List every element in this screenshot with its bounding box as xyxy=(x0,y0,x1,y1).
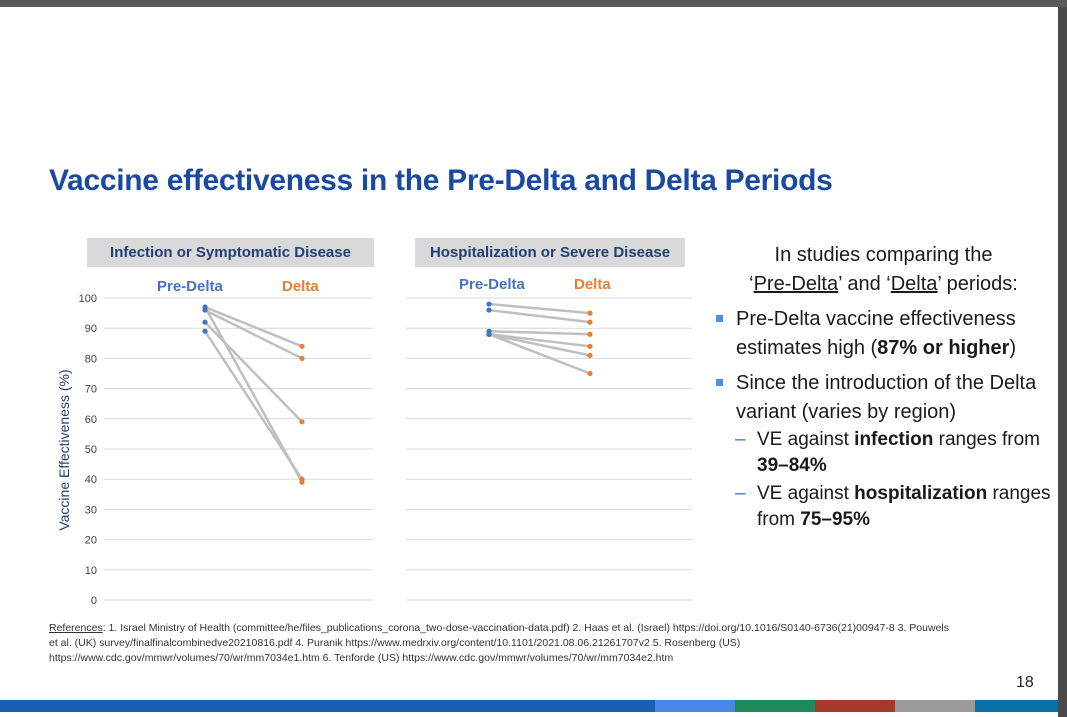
scrollbar[interactable] xyxy=(1058,7,1067,717)
pre-delta-point xyxy=(486,331,492,337)
delta-point xyxy=(587,352,593,358)
delta-point xyxy=(299,343,305,349)
y-tick-label: 50 xyxy=(85,444,97,456)
delta-point xyxy=(299,419,305,425)
delta-point xyxy=(299,355,305,361)
bullet-1-end: ) xyxy=(1009,337,1017,359)
y-tick-label: 10 xyxy=(85,565,97,577)
series-line xyxy=(488,333,591,357)
y-tick-label: 0 xyxy=(91,595,97,607)
sub-bullet-hospitalization: – VE against hospitalization ranges from… xyxy=(716,481,1051,533)
y-tick-label: 60 xyxy=(85,414,97,426)
sub-bullet-infection: – VE against infection ranges from 39–84… xyxy=(716,427,1051,479)
panel1-pre-delta-label: Pre-Delta xyxy=(157,278,223,295)
intro-delta: Delta xyxy=(890,273,938,295)
page-number: 18 xyxy=(1016,674,1034,691)
series-line xyxy=(488,332,591,348)
sub-2-range: 75–95% xyxy=(800,509,871,530)
bullet-square-icon xyxy=(716,315,723,322)
series-line xyxy=(488,308,591,324)
references-label: References xyxy=(49,622,103,634)
series-line xyxy=(488,302,591,315)
bullet-1-bold: 87% or higher xyxy=(877,337,1010,359)
sub-1-text-2: ranges from xyxy=(933,429,1040,450)
footer-segment xyxy=(735,700,815,712)
y-tick-label: 40 xyxy=(85,474,97,486)
slide-title: Vaccine effectiveness in the Pre-Delta a… xyxy=(49,164,833,197)
intro-mid: ’ and ‘ xyxy=(838,273,891,295)
series-line xyxy=(203,306,304,483)
footer-segment xyxy=(655,700,735,712)
pre-delta-point xyxy=(486,301,492,307)
references: References: 1. Israel Ministry of Health… xyxy=(49,621,949,666)
pre-delta-point xyxy=(202,328,208,334)
intro-end: ’ periods: xyxy=(937,273,1018,295)
delta-point xyxy=(587,319,593,325)
y-tick-label: 90 xyxy=(85,323,97,335)
footer-segment xyxy=(975,700,1058,712)
intro-pre-delta: Pre-Delta xyxy=(753,273,839,295)
y-tick-label: 70 xyxy=(85,384,97,396)
footer-segment xyxy=(895,700,975,712)
summary-text: In studies comparing the ‘Pre-Delta’ and… xyxy=(716,241,1051,533)
sub-1-text: VE against xyxy=(757,429,855,450)
panel2-pre-delta-label: Pre-Delta xyxy=(459,276,525,293)
panel2-delta-label: Delta xyxy=(574,276,611,293)
panel-header-infection: Infection or Symptomatic Disease xyxy=(87,238,374,267)
bullet-2-text: Since the introduction of the Delta vari… xyxy=(736,372,1037,423)
y-tick-label: 100 xyxy=(79,293,97,305)
intro-line-1: In studies comparing the xyxy=(774,244,993,266)
pre-delta-point xyxy=(486,307,492,313)
delta-point xyxy=(587,370,593,377)
delta-point xyxy=(587,331,593,337)
pre-delta-point xyxy=(202,304,208,310)
bullet-delta: Since the introduction of the Delta vari… xyxy=(716,369,1051,427)
intro-text: In studies comparing the ‘Pre-Delta’ and… xyxy=(716,241,1051,299)
intro-quote: ‘ xyxy=(749,273,754,295)
slide xyxy=(0,7,1058,717)
series-line xyxy=(204,305,303,348)
delta-point xyxy=(587,310,593,316)
delta-point xyxy=(299,479,305,485)
panel-header-hospitalization: Hospitalization or Severe Disease xyxy=(415,238,685,267)
sub-2-bold: hospitalization xyxy=(854,483,988,504)
bullet-1-text: Pre-Delta vaccine effectiveness estimate… xyxy=(736,308,1016,359)
footer-segment xyxy=(230,700,460,712)
y-axis-label: Vaccine Effectiveness (%) xyxy=(56,369,72,530)
y-tick-label: 80 xyxy=(85,353,97,365)
series-line xyxy=(204,308,303,360)
footer-color-bar xyxy=(0,700,1058,712)
series-line xyxy=(488,329,591,336)
footer-segment xyxy=(815,700,895,712)
pre-delta-point xyxy=(202,319,208,325)
sub-2-text: VE against xyxy=(757,483,855,504)
dash-icon: – xyxy=(735,429,746,450)
sub-2-text-2: ranges from xyxy=(757,483,1051,530)
series-line xyxy=(488,333,591,375)
delta-point xyxy=(587,343,593,349)
footer-segment xyxy=(0,700,230,712)
dash-icon: – xyxy=(735,483,746,504)
bullet-pre-delta: Pre-Delta vaccine effectiveness estimate… xyxy=(716,305,1051,363)
footer-segment xyxy=(460,700,655,712)
y-tick-label: 20 xyxy=(85,535,97,547)
sub-1-range: 39–84% xyxy=(757,455,827,476)
bullet-square-icon xyxy=(716,379,723,386)
sub-1-bold: infection xyxy=(854,429,934,450)
y-tick-label: 30 xyxy=(85,504,97,516)
panel1-delta-label: Delta xyxy=(282,278,319,295)
references-text: : 1. Israel Ministry of Health (committe… xyxy=(49,622,949,664)
